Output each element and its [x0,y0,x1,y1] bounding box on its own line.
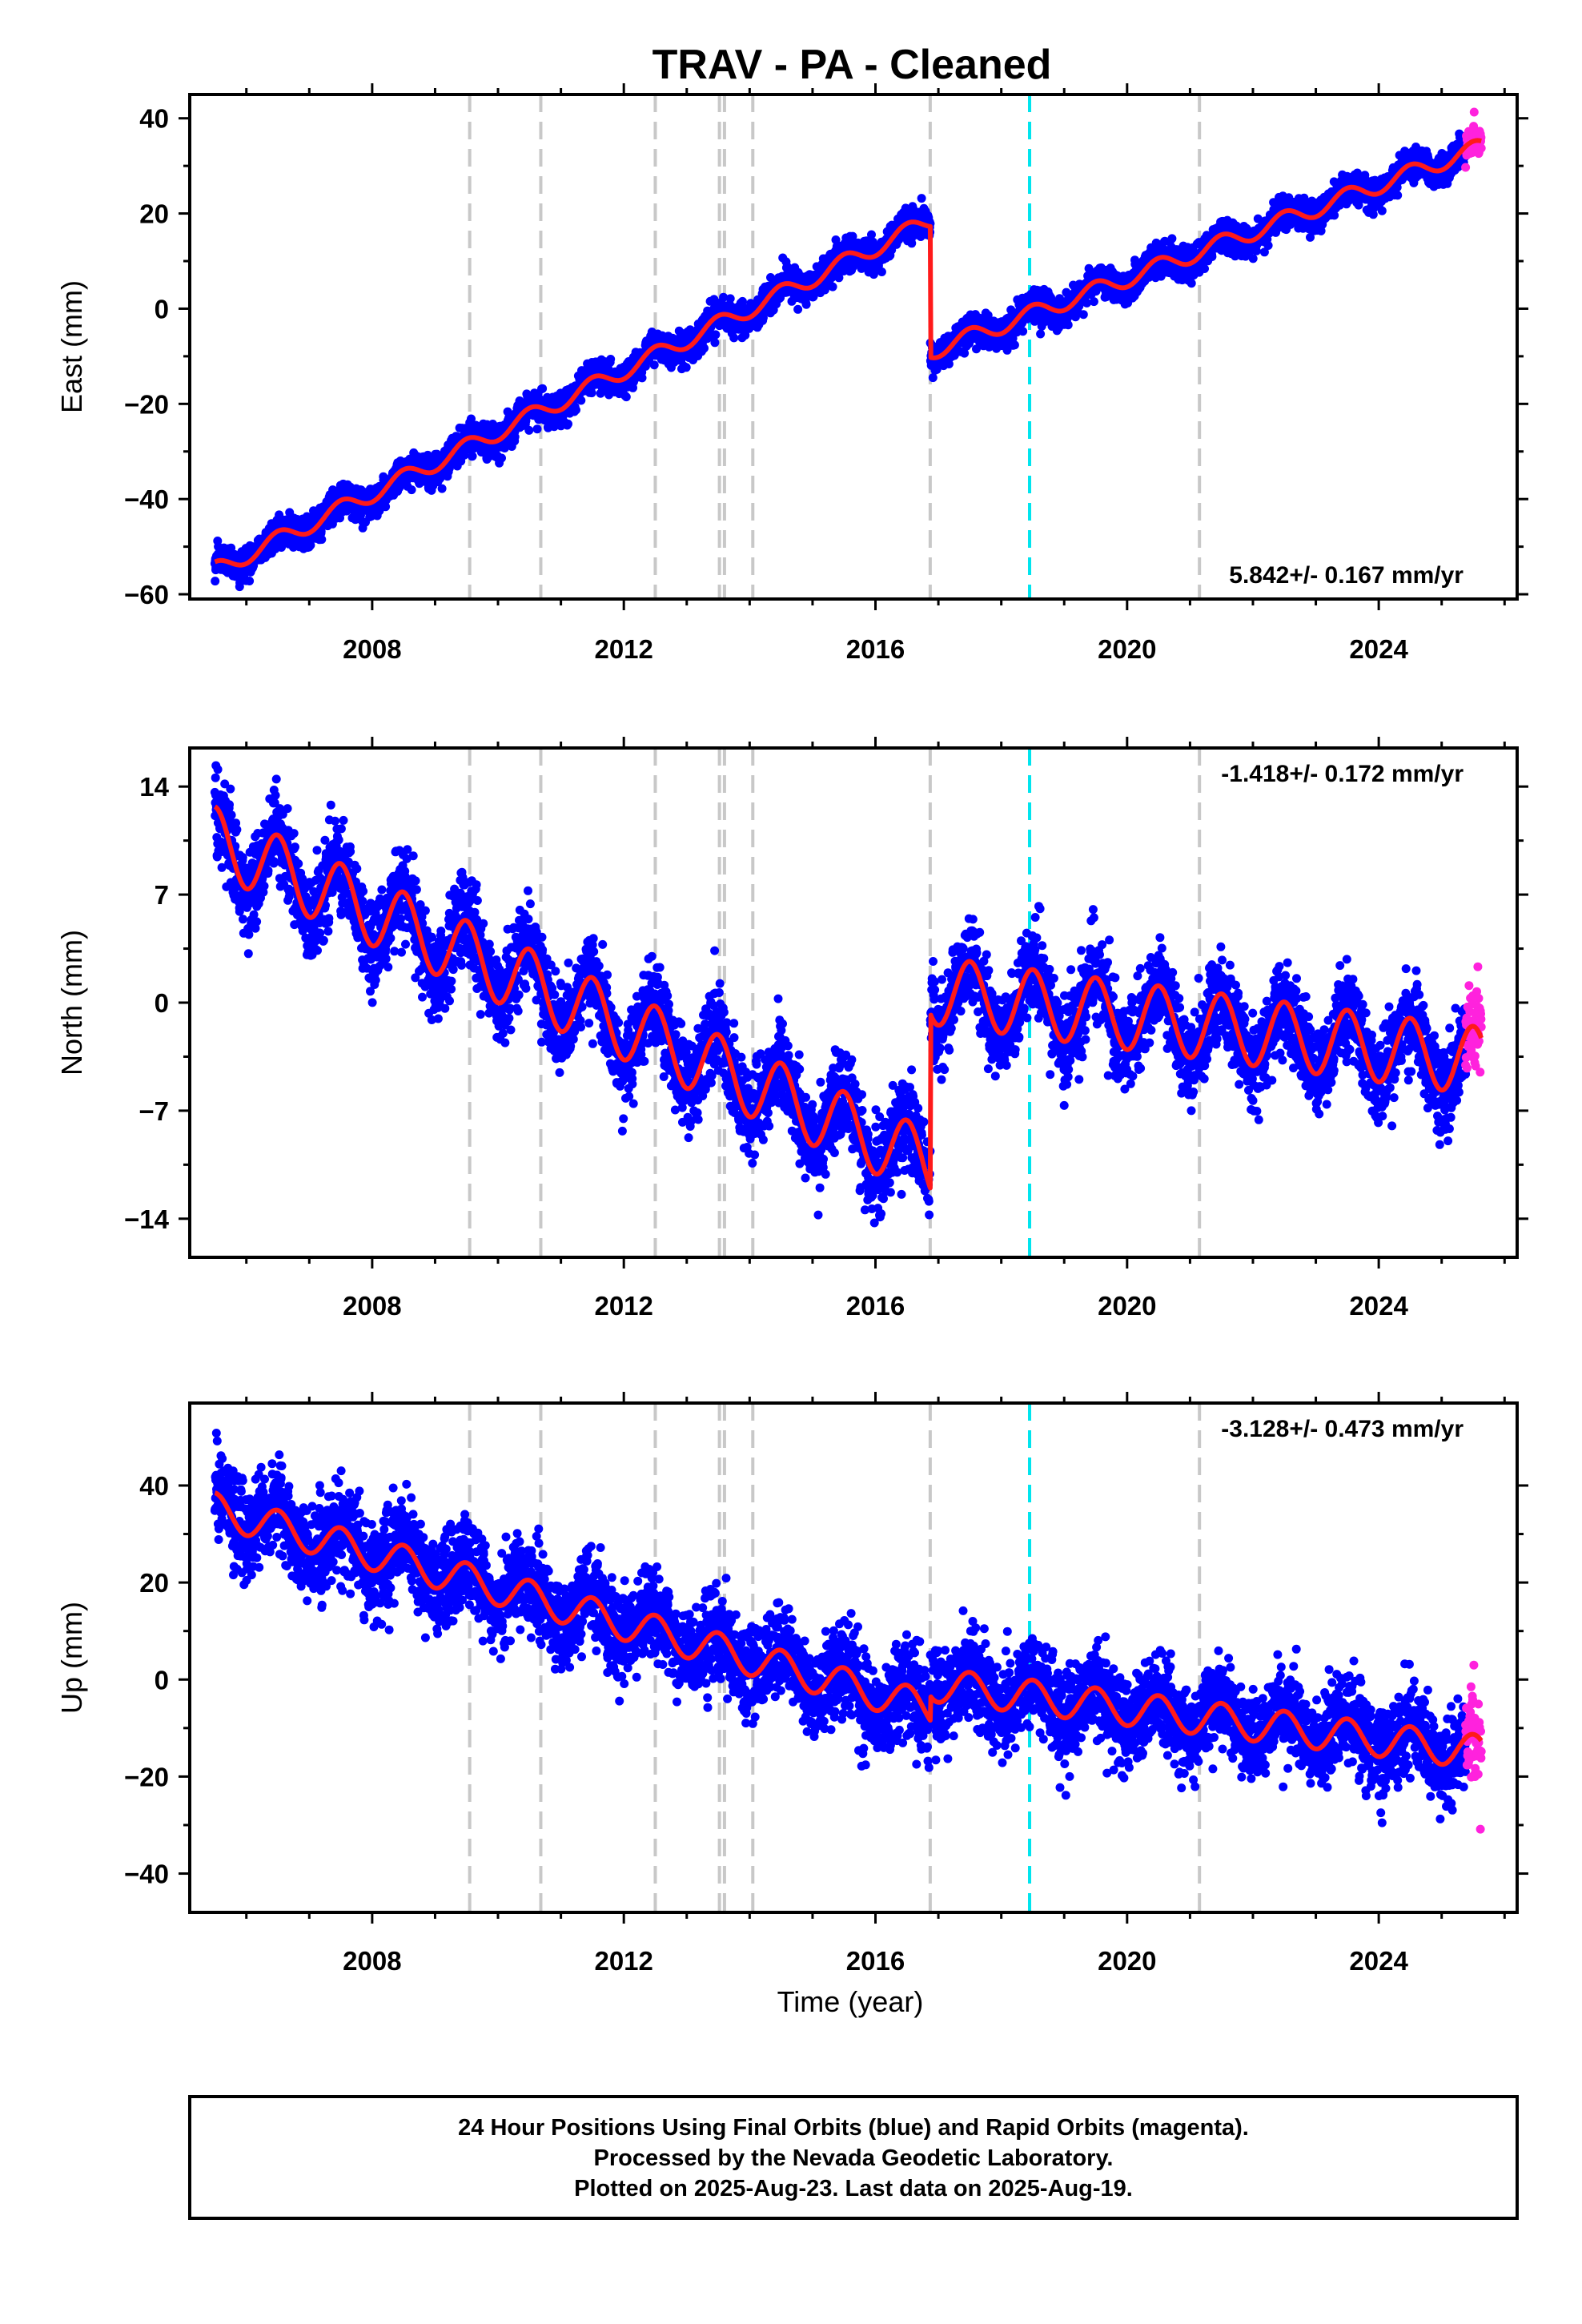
position-point [1010,340,1019,350]
position-point [710,338,720,348]
position-point [877,267,886,276]
position-point [801,300,811,309]
position-point [907,239,917,248]
position-point [729,333,739,343]
position-point [532,424,542,434]
position-point [211,577,220,586]
position-point [538,384,548,393]
position-point [1036,329,1046,339]
position-point [245,577,255,585]
position-point [1200,264,1209,273]
position-point [1248,254,1258,263]
position-point [828,282,837,292]
position-point [681,363,691,372]
final-orbit-points [210,129,1471,592]
position-point [381,502,391,512]
position-point [437,484,447,493]
position-point [572,405,580,415]
position-point [1018,327,1028,336]
position-point [917,194,926,203]
position-point [928,373,938,383]
position-point [606,355,616,364]
position-point [1078,310,1088,320]
position-point [1263,241,1273,250]
position-point [637,373,647,383]
position-point [510,432,520,441]
position-point [1089,297,1098,307]
position-point [306,541,315,550]
position-point [407,485,416,495]
position-point [725,294,735,304]
position-point [793,304,803,314]
position-point [649,360,659,370]
position-point [1167,234,1177,243]
position-point [316,527,326,537]
position-point [317,535,327,545]
position-point [576,396,586,405]
position-point [621,392,631,402]
position-point [1063,320,1073,330]
position-point [497,453,506,463]
position-point [467,414,476,424]
position-point [524,425,534,435]
position-point [700,344,709,353]
position-point [460,450,469,460]
chart-title: TRAV - PA - Cleaned [652,42,1052,88]
position-point [867,230,876,239]
position-point [587,388,596,398]
position-point [564,419,572,428]
plot-area [210,94,1486,599]
position-point [468,452,477,461]
position-point [711,330,721,340]
